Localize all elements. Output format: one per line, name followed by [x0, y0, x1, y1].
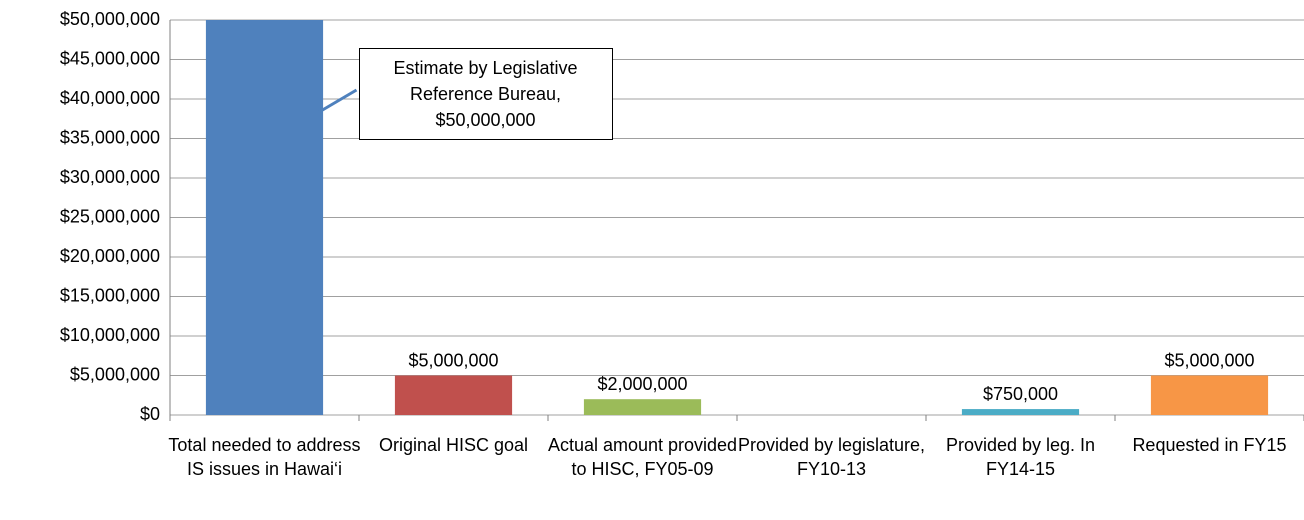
value-label: $5,000,000 [1164, 350, 1254, 370]
value-label: $750,000 [983, 384, 1058, 404]
y-tick-label: $50,000,000 [60, 9, 160, 29]
y-tick-label: $5,000,000 [70, 364, 160, 384]
x-tick-label: Provided by leg. In FY14-15 [945, 435, 1096, 479]
callout-leader [318, 88, 358, 114]
bar [961, 409, 1080, 415]
bar [205, 20, 324, 415]
y-tick-label: $20,000,000 [60, 246, 160, 266]
y-tick-label: $25,000,000 [60, 206, 160, 226]
x-tick-label: Provided by legislature, FY10-13 [737, 435, 926, 479]
y-tick-label: $45,000,000 [60, 48, 160, 68]
y-tick-label: $40,000,000 [60, 88, 160, 108]
y-tick-label: $0 [140, 404, 160, 424]
callout: Estimate by Legislative Reference Bureau… [358, 48, 613, 140]
y-tick-label: $35,000,000 [60, 127, 160, 147]
x-tick-label: Original HISC goal [378, 435, 529, 455]
y-tick-label: $15,000,000 [60, 285, 160, 305]
value-label: $5,000,000 [408, 350, 498, 370]
bar [1150, 375, 1269, 415]
x-tick-label: Total needed to address IS issues in Haw… [168, 435, 361, 479]
x-tick-label: Actual amount provided to HISC, FY05-09 [547, 435, 738, 479]
y-tick-label: $10,000,000 [60, 325, 160, 345]
bar [583, 399, 702, 415]
value-label: $2,000,000 [597, 374, 687, 394]
x-tick-label: Requested in FY15 [1132, 435, 1287, 455]
bar [394, 375, 513, 415]
y-tick-label: $30,000,000 [60, 167, 160, 187]
